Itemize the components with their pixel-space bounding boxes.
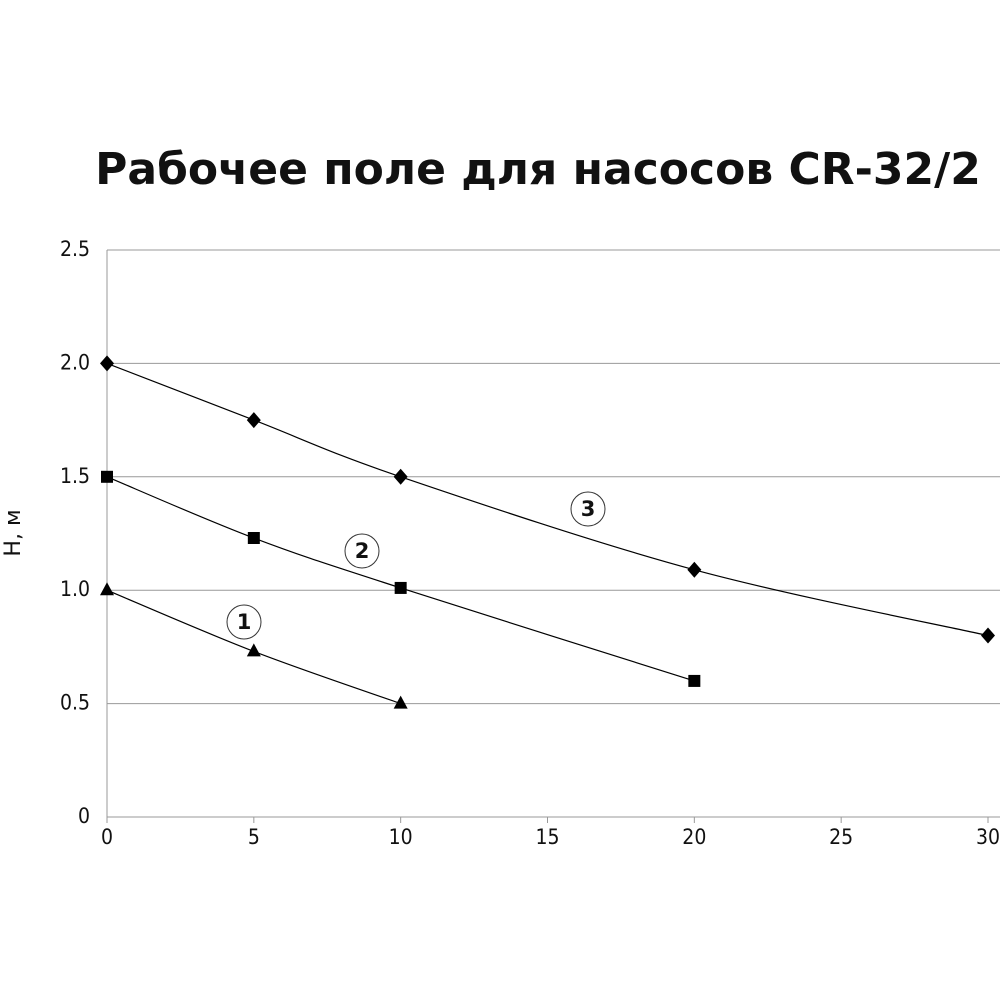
x-tick-label: 15 (535, 825, 559, 849)
marker (394, 581, 407, 594)
legend-label: 2 (355, 539, 370, 563)
legend-label: 3 (581, 497, 596, 521)
x-tick-label: 5 (248, 825, 260, 849)
legend-circle (570, 491, 606, 527)
y-tick-label: 0.5 (60, 691, 90, 715)
marker (247, 532, 260, 545)
marker (100, 355, 114, 372)
x-tick-label: 25 (829, 825, 853, 849)
marker (393, 468, 408, 485)
chart-title: Рабочее поле для насосов CR-32/2 (95, 144, 981, 195)
marker (688, 674, 701, 687)
y-tick-label: 2.5 (60, 237, 90, 261)
legend-circle (344, 533, 380, 569)
series-line (106, 362, 989, 637)
marker (393, 695, 408, 709)
x-tick-label: 0 (101, 825, 113, 849)
marker (246, 643, 261, 657)
legend-circle (226, 604, 262, 640)
x-tick-label: 30 (976, 825, 1000, 849)
y-tick-label: 2.0 (60, 350, 90, 374)
y-tick-label: 0 (78, 804, 90, 828)
y-tick-label: 1.0 (60, 577, 90, 601)
series-line (106, 476, 695, 682)
legend-label: 1 (237, 610, 252, 634)
marker (101, 470, 113, 483)
y-tick-label: 1.5 (60, 464, 90, 488)
x-tick-label: 10 (389, 825, 413, 849)
x-tick-label: 20 (682, 825, 706, 849)
marker (687, 561, 702, 578)
marker (246, 412, 261, 429)
marker (981, 627, 995, 644)
y-axis-label: H, м (1, 509, 26, 556)
marker (100, 582, 114, 596)
